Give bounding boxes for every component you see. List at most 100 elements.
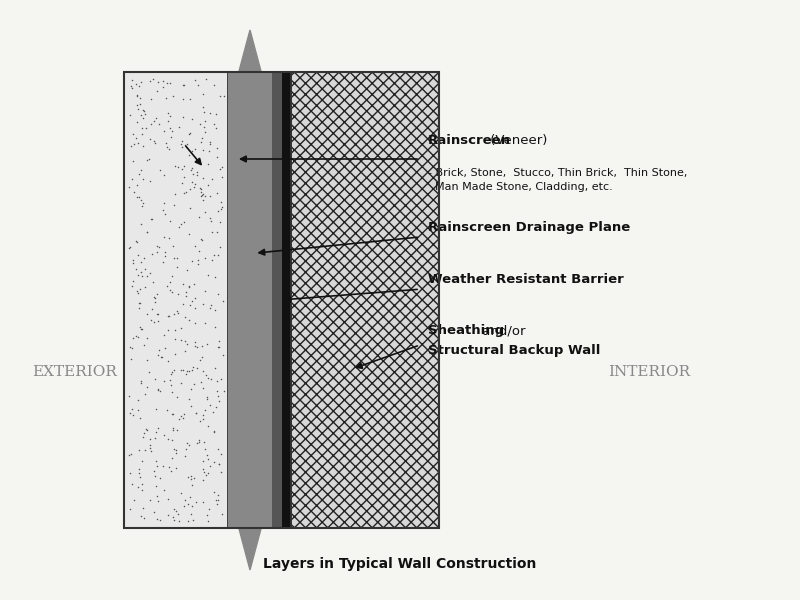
FancyBboxPatch shape [124,72,228,528]
Point [130,181,143,190]
Point [211,188,224,197]
Point [213,336,226,346]
Point [166,423,179,433]
Point [165,133,178,142]
Point [137,175,150,184]
Point [190,409,202,418]
Point [216,172,229,182]
Point [131,271,144,280]
Point [196,352,209,362]
Point [151,247,164,257]
Point [196,410,209,419]
Point [174,335,187,345]
Point [147,116,160,126]
Point [186,178,198,187]
Point [186,362,199,372]
Point [196,189,209,199]
FancyBboxPatch shape [228,72,272,528]
Point [192,259,205,269]
Point [167,445,180,454]
Point [132,332,145,342]
Point [182,229,195,239]
Point [197,475,210,485]
Point [207,487,220,497]
Text: Rainscreen: Rainscreen [428,134,511,147]
Point [130,286,143,296]
Point [161,434,174,443]
Point [175,365,188,375]
Point [195,187,208,197]
Point [210,376,223,386]
Point [214,197,227,207]
FancyBboxPatch shape [282,72,291,528]
Point [141,309,154,319]
Point [127,139,140,149]
Point [201,339,214,349]
Point [198,444,211,454]
Point [182,282,195,292]
Point [132,395,145,405]
Point [141,271,154,281]
Point [174,323,187,332]
Point [182,129,195,139]
Point [186,115,198,124]
Point [189,293,202,303]
Point [153,119,166,128]
Point [202,517,214,526]
Point [203,400,216,409]
Point [214,91,226,101]
Text: - Brick, Stone,  Stucco, Thin Brick,  Thin Stone,
  Man Made Stone, Cladding, et: - Brick, Stone, Stucco, Thin Brick, Thin… [428,168,687,192]
Point [197,145,210,155]
Point [132,405,145,415]
Point [150,113,162,123]
Text: Layers in Typical Wall Construction: Layers in Typical Wall Construction [263,557,537,571]
Point [144,76,157,86]
Point [135,77,148,86]
Point [168,200,181,210]
Point [210,124,222,133]
Point [205,374,218,383]
Point [218,386,230,396]
Point [178,161,191,170]
Point [162,494,174,504]
Point [179,370,192,379]
Point [197,366,210,376]
Point [151,77,164,87]
Point [138,253,150,263]
Point [200,470,213,480]
Point [168,310,181,319]
Point [202,468,214,478]
Point [175,178,188,188]
Text: (Veneer): (Veneer) [486,134,547,147]
Point [145,119,158,128]
Point [134,166,147,175]
Point [210,499,223,509]
Point [202,421,214,431]
Point [123,391,136,401]
Point [171,289,184,298]
Point [190,364,203,373]
Point [166,126,178,136]
Point [188,341,201,351]
Point [169,334,182,344]
Point [161,78,174,88]
Point [137,432,150,442]
Point [178,218,190,227]
Point [126,255,139,265]
Point [180,444,193,454]
Point [182,473,195,482]
Point [210,152,223,161]
Point [138,446,151,455]
Point [175,378,188,388]
Point [150,457,162,466]
Point [151,384,164,394]
Point [138,428,151,438]
Point [211,206,224,215]
Point [160,405,173,415]
Point [172,163,185,172]
Point [185,385,198,394]
Point [216,202,229,211]
Point [183,440,196,450]
Point [197,173,210,183]
Point [178,451,191,460]
